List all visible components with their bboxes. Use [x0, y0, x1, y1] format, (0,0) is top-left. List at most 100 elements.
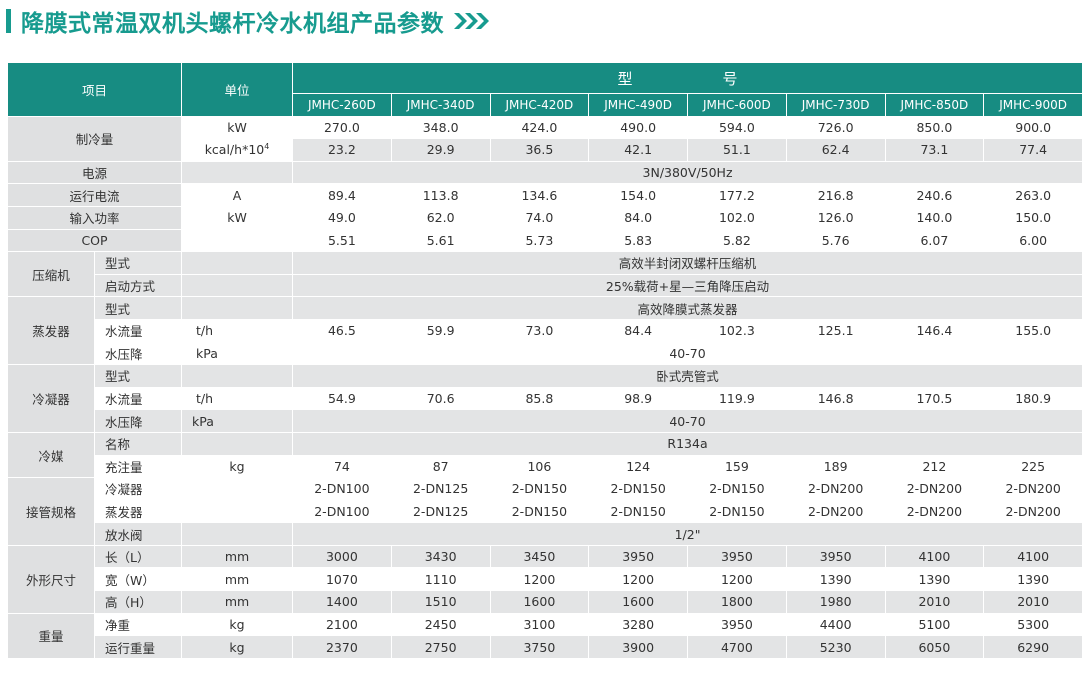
dim-width-cell: 1070	[292, 567, 392, 592]
table-row: 宽（W） mm 1070 1110 1200 1200 1200 1390 1390 1390	[8, 567, 1084, 592]
header-row: 项目 单位 型 号	[6, 62, 1084, 117]
dim-length-unit: mm	[181, 544, 294, 569]
pipe-evap-cell: 2-DN200	[884, 499, 985, 524]
pipe-cond-cell: 2-DN200	[785, 477, 886, 501]
cond-drop-value: 40-70	[292, 409, 1084, 433]
comp-start-unit	[181, 273, 294, 298]
cond-type-value: 卧式壳管式	[292, 364, 1084, 388]
input-power-cell: 150.0	[983, 205, 1084, 230]
cond-drop-unit: kPa	[181, 409, 294, 433]
page-title: 降膜式常温双机头螺杆冷水机组产品参数	[21, 11, 444, 37]
cooling-kw-cell: 490.0	[588, 115, 689, 140]
ref-charge-cell: 189	[785, 454, 886, 479]
power-supply-value: 3N/380V/50Hz	[292, 160, 1084, 185]
cooling-kcal-cell: 29.9	[390, 138, 491, 162]
table-row: 冷媒 名称 R134a	[7, 431, 1084, 479]
dim-length-cell: 3950	[785, 544, 886, 569]
cooling-kw-cell: 594.0	[687, 115, 787, 140]
evap-flow-cell: 102.3	[687, 318, 787, 343]
pipe-evap-cell: 2-DN100	[292, 499, 392, 524]
table-row: 重量 净重 kg 2100 2450 3100 3280 3950 4400 5100 5300	[7, 612, 1084, 659]
compressor-group-label: 压缩机	[7, 251, 95, 298]
pipe-evap-cell: 2-DN200	[983, 499, 1084, 524]
cond-flow-cell: 98.9	[588, 386, 689, 411]
running-current-cell: 134.6	[489, 183, 590, 207]
input-power-label: 输入功率	[6, 205, 183, 230]
net-weight-cell: 2450	[390, 612, 491, 637]
evap-flow-unit: t/h	[181, 318, 294, 343]
ref-name-unit	[181, 431, 294, 456]
cond-drop-label: 水压降	[93, 409, 183, 433]
evap-flow-cell: 84.4	[588, 318, 689, 343]
dim-length-cell: 3450	[489, 544, 590, 569]
cond-flow-cell: 85.8	[489, 386, 590, 411]
input-power-cell: 62.0	[390, 205, 491, 230]
run-weight-cell: 6050	[884, 635, 985, 659]
dim-height-cell: 2010	[884, 590, 985, 614]
table-row: 蒸发器 型式 高效降膜式蒸发器	[7, 296, 1084, 366]
cooling-kcal-cell: 77.4	[983, 138, 1084, 162]
cooling-kw-cell: 270.0	[292, 115, 392, 140]
model-row: JMHC-260D JMHC-340D JMHC-420D JMHC-490D JMHC…	[8, 93, 1084, 117]
cond-type-unit	[181, 364, 294, 388]
table-row: 输入功率 kW 49.0 62.0 74.0 84.0 102.0 126.0 140.0 150…	[6, 205, 1084, 230]
input-power-cell: 102.0	[687, 205, 787, 230]
pipe-evap-cell: 2-DN150	[588, 499, 689, 524]
pipe-drain-value: 1/2"	[292, 522, 1084, 546]
pipe-evap-unit	[181, 499, 294, 524]
dim-width-unit: mm	[181, 567, 294, 592]
table-row: 放水阀 1/2"	[8, 522, 1084, 546]
cond-flow-cell: 146.8	[785, 386, 886, 411]
comp-type-unit	[181, 251, 294, 275]
evap-flow-label: 水流量	[93, 318, 183, 343]
cop-cell: 5.83	[588, 228, 689, 253]
ref-name-label: 名称	[93, 431, 183, 456]
model-header-cell: JMHC-340D	[390, 93, 491, 117]
running-current-cell: 263.0	[983, 183, 1084, 207]
dim-height-cell: 1400	[292, 590, 392, 614]
model-header-cell: JMHC-490D	[588, 93, 689, 117]
header-item: 项目	[6, 62, 183, 117]
cooling-kcal-cell: 62.4	[785, 138, 886, 162]
table-row: 水流量 t/h 46.5 59.9 73.0 84.4 102.3 125.1 146.4 155…	[8, 318, 1084, 343]
pipe-cond-label: 冷凝器	[93, 477, 183, 501]
cop-cell: 5.76	[785, 228, 886, 253]
running-current-cell: 177.2	[687, 183, 787, 207]
ref-charge-cell: 106	[489, 454, 590, 479]
evap-drop-label: 水压降	[93, 341, 183, 366]
ref-charge-label: 充注量	[93, 454, 183, 479]
evap-type-value: 高效降膜式蒸发器	[292, 296, 1084, 320]
cop-cell: 6.07	[884, 228, 985, 253]
condenser-group-label: 冷凝器	[7, 364, 95, 433]
model-header-cell: JMHC-260D	[292, 93, 392, 117]
table-row: 接管规格 冷凝器 2-DN100 2-DN125 2-DN150 2-DN150 2-DN1…	[7, 477, 1084, 546]
cond-type-label: 型式	[93, 364, 183, 388]
pipe-evap-cell: 2-DN125	[390, 499, 491, 524]
ref-charge-unit: kg	[181, 454, 294, 479]
table-row: 电源 3N/380V/50Hz	[6, 160, 1084, 185]
ref-charge-cell: 225	[983, 454, 1084, 479]
dim-height-label: 高（H）	[93, 590, 183, 614]
run-weight-label: 运行重量	[93, 635, 183, 659]
run-weight-cell: 6290	[983, 635, 1084, 659]
dim-height-cell: 1800	[687, 590, 787, 614]
net-weight-cell: 2100	[292, 612, 392, 637]
cond-flow-unit: t/h	[181, 386, 294, 411]
ref-name-value: R134a	[292, 431, 1084, 456]
table-row: 蒸发器 2-DN100 2-DN125 2-DN150 2-DN150 2-DN150 2-…	[8, 499, 1084, 524]
net-weight-cell: 3100	[489, 612, 590, 637]
net-weight-cell: 5100	[884, 612, 985, 637]
cooling-kcal-unit-text: kcal/h*10	[204, 142, 265, 158]
pipe-cond-cell: 2-DN200	[884, 477, 985, 501]
run-weight-cell: 2370	[292, 635, 392, 659]
dim-width-cell: 1200	[588, 567, 689, 592]
cooling-kw-cell: 900.0	[983, 115, 1084, 140]
dim-height-cell: 1980	[785, 590, 886, 614]
pipe-cond-cell: 2-DN125	[390, 477, 491, 501]
evap-flow-cell: 59.9	[390, 318, 491, 343]
table-row: 制冷量 kW 270.0 348.0 424.0 490.0 594.0 726.0 850.0…	[6, 115, 1084, 162]
header-unit: 单位	[181, 62, 294, 117]
run-weight-cell: 2750	[390, 635, 491, 659]
net-weight-label: 净重	[93, 612, 183, 637]
cooling-kcal-cell: 73.1	[884, 138, 985, 162]
